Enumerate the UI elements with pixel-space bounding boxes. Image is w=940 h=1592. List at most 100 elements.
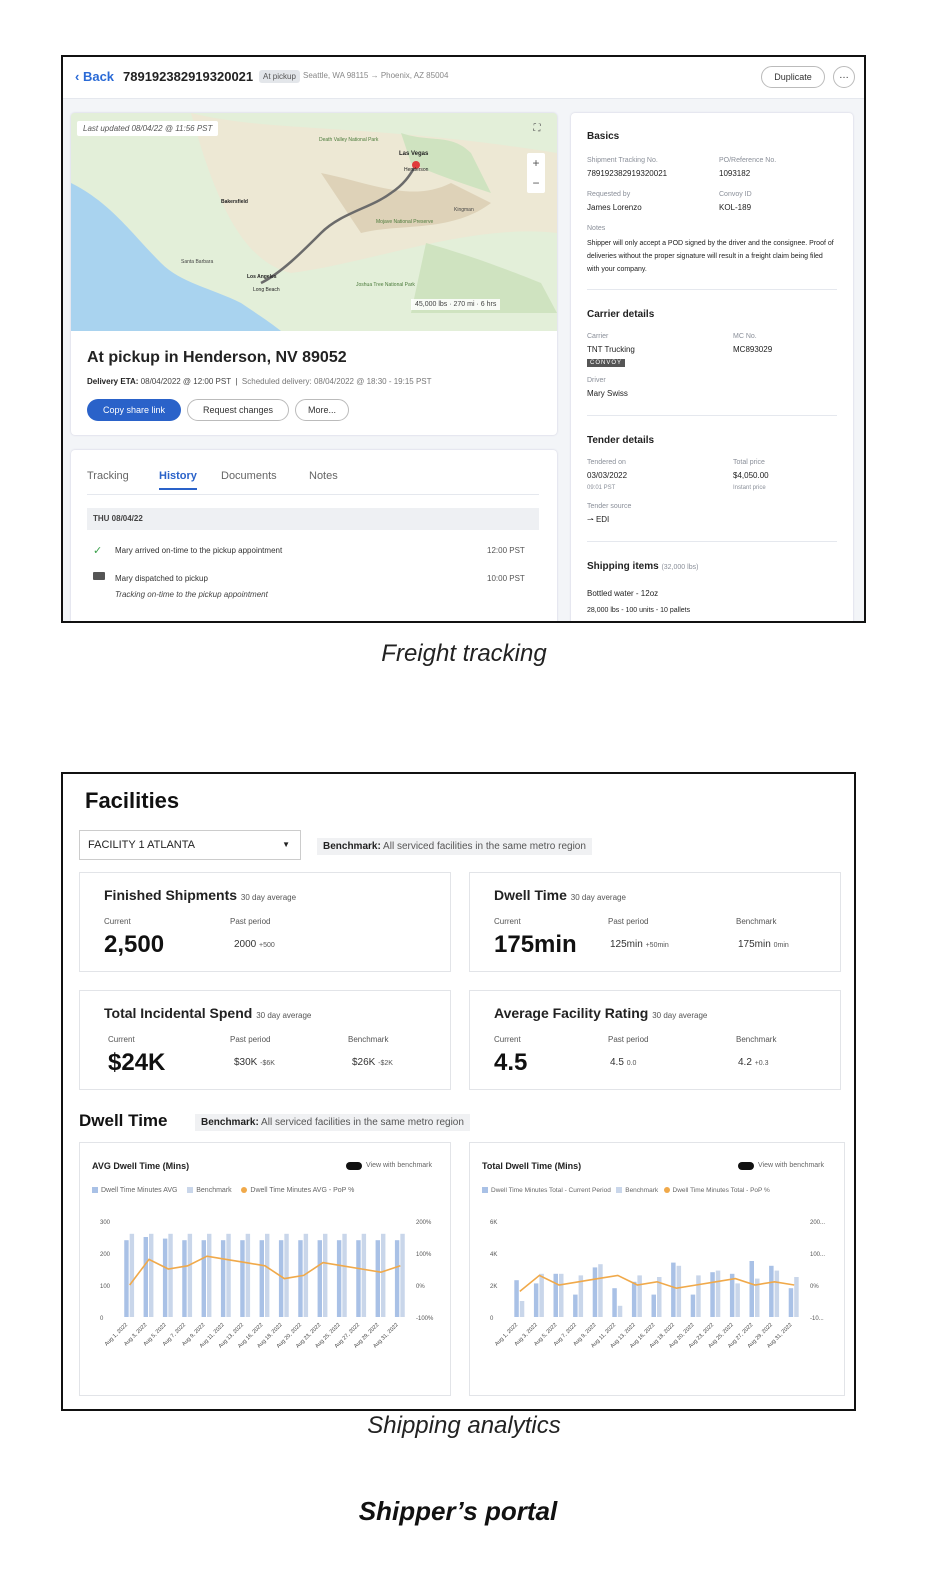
- event-text: Mary dispatched to pickup: [115, 574, 208, 583]
- bar: [356, 1240, 361, 1317]
- bar: [696, 1275, 701, 1317]
- metric-title-text: Average Facility Rating: [494, 1005, 649, 1021]
- metric-card: Total Incidental Spend 30 day average Cu…: [79, 990, 451, 1090]
- shipping-analytics-screenshot: Facilities FACILITY 1 ATLANTA ▼ Benchmark…: [61, 772, 856, 1411]
- expand-icon[interactable]: ⛶: [533, 123, 541, 134]
- zoom-out-icon[interactable]: −: [532, 176, 540, 190]
- shipment-summary-card: Las Vegas Henderson Bakersfield Los Ange…: [71, 113, 557, 435]
- mc-value: MC893029: [733, 345, 773, 354]
- convoy-id-value: KOL-189: [719, 203, 752, 212]
- edi-icon: ⇀: [587, 515, 596, 524]
- bar: [394, 1240, 400, 1317]
- page-title: Facilities: [85, 788, 180, 813]
- benchmark-delta: +0.3: [754, 1060, 769, 1067]
- metric-card: Average Facility Rating 30 day average C…: [469, 990, 841, 1090]
- legend-swatch: [92, 1187, 98, 1194]
- legend-label: Dwell Time Minutes Total - Current Perio…: [491, 1187, 611, 1194]
- caption-freight-tracking: Freight tracking: [381, 640, 547, 667]
- tab-tracking[interactable]: Tracking: [87, 470, 129, 482]
- event-time: 10:00 PST: [487, 574, 525, 583]
- y2-tick-label: 200%: [416, 1220, 432, 1226]
- past-value: 125min +50min: [610, 939, 669, 950]
- bar: [220, 1240, 226, 1317]
- benchmark-label: Benchmark: [736, 1035, 777, 1044]
- y-tick-label: 100: [100, 1284, 111, 1290]
- more-options-icon[interactable]: …: [833, 66, 855, 88]
- back-button[interactable]: ‹ Back: [75, 69, 115, 84]
- convoy-id-label: Convoy ID: [719, 191, 752, 198]
- tab-documents[interactable]: Documents: [221, 470, 277, 482]
- past-value: 2000 +500: [234, 939, 275, 950]
- legend-label: Dwell Time Minutes AVG: [101, 1187, 178, 1194]
- metric-avg: 30 day average: [240, 893, 297, 902]
- bar: [553, 1273, 558, 1317]
- bar: [637, 1275, 642, 1317]
- metric-title: Dwell Time 30 day average: [494, 887, 626, 903]
- chart-legend: Dwell Time Minutes AVG Benchmark Dwell T…: [92, 1187, 354, 1194]
- past-number: 4.5: [610, 1057, 624, 1068]
- tab-divider: [87, 494, 539, 495]
- bar: [676, 1265, 682, 1317]
- metric-avg: 30 day average: [256, 1011, 312, 1020]
- legend-label: Benchmark: [196, 1187, 232, 1194]
- bar: [514, 1280, 519, 1317]
- chart-title: AVG Dwell Time (Mins): [92, 1161, 190, 1171]
- notes-value: Shipper will only accept a POD signed by…: [587, 240, 834, 273]
- bar: [690, 1294, 696, 1317]
- bar: [592, 1267, 598, 1317]
- benchmark-delta: 0min: [773, 942, 789, 949]
- zoom-in-icon[interactable]: +: [532, 156, 540, 170]
- benchmark-toggle[interactable]: [738, 1162, 754, 1170]
- tab-notes[interactable]: Notes: [309, 470, 338, 482]
- chart-title: Total Dwell Time (Mins): [482, 1161, 582, 1171]
- legend-swatch: [663, 1187, 670, 1194]
- tracking-no-value: 789192382919320021: [587, 169, 668, 178]
- benchmark-label: Benchmark: [736, 917, 777, 926]
- past-value: $30K -$6K: [234, 1057, 275, 1068]
- legend-label: Dwell Time Minutes Total - PoP %: [672, 1187, 770, 1194]
- chevron-down-icon: ▼: [282, 840, 290, 849]
- total-price-value: $4,050.00: [733, 471, 769, 480]
- benchmark-number: $26K: [352, 1057, 376, 1068]
- route-map[interactable]: Las Vegas Henderson Bakersfield Los Ange…: [71, 113, 557, 331]
- past-number: 2000: [234, 939, 257, 950]
- bar: [598, 1264, 603, 1317]
- benchmark-number: 4.2: [738, 1057, 752, 1068]
- facility-select-value: FACILITY 1 ATLANTA: [88, 839, 195, 851]
- past-value: 4.5 0.0: [610, 1057, 636, 1068]
- copy-share-link-button[interactable]: Copy share link: [87, 399, 181, 421]
- bar: [400, 1233, 405, 1317]
- zoom-control[interactable]: + −: [527, 153, 545, 193]
- duplicate-button[interactable]: Duplicate: [761, 66, 825, 88]
- item-name: Bottled water - 12oz: [587, 589, 659, 598]
- bar: [240, 1240, 245, 1317]
- bar: [375, 1240, 380, 1317]
- y2-tick-label: 0%: [810, 1284, 819, 1290]
- metric-title-text: Total Incidental Spend: [104, 1005, 253, 1021]
- benchmark-delta: -$2K: [378, 1060, 393, 1067]
- current-value: 2,500: [104, 931, 165, 958]
- eta-value: 08/04/2022 @ 12:00 PST: [140, 377, 231, 386]
- facility-select[interactable]: FACILITY 1 ATLANTA ▼: [79, 830, 301, 860]
- benchmark-info: Benchmark: All serviced facilities in th…: [195, 1114, 470, 1131]
- map-label: Death Valley National Park: [319, 137, 379, 143]
- y-tick-label: 0: [100, 1316, 104, 1322]
- tab-history[interactable]: History: [159, 470, 197, 490]
- y2-tick-label: 100...: [810, 1252, 825, 1258]
- requested-by-value: James Lorenzo: [587, 203, 642, 212]
- legend-label: Benchmark: [625, 1187, 659, 1194]
- request-changes-button[interactable]: Request changes: [187, 399, 289, 421]
- divider: [587, 415, 837, 416]
- metric-card: Dwell Time 30 day average Current 175min…: [469, 872, 841, 972]
- y-tick-label: 4K: [490, 1252, 497, 1258]
- bar: [187, 1233, 193, 1317]
- more-button[interactable]: More...: [295, 399, 349, 421]
- bar: [617, 1305, 623, 1317]
- current-label: Current: [108, 1035, 135, 1044]
- bar: [573, 1294, 578, 1317]
- past-delta: 0.0: [626, 1060, 637, 1067]
- bar: [143, 1237, 148, 1317]
- benchmark-toggle[interactable]: [346, 1162, 362, 1170]
- past-label: Past period: [608, 917, 649, 926]
